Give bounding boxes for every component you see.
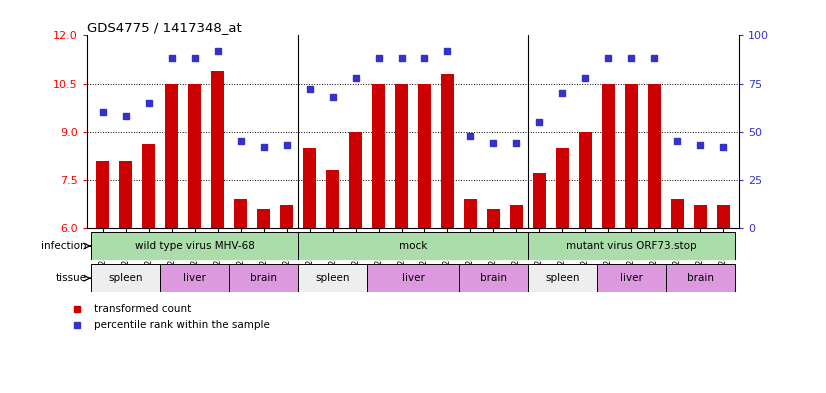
Bar [298, 264, 367, 292]
Bar [298, 232, 528, 260]
Bar [142, 145, 155, 228]
Bar [418, 83, 431, 228]
Point [96, 109, 109, 116]
Bar [349, 132, 362, 228]
Text: liver: liver [620, 273, 643, 283]
Bar [625, 83, 638, 228]
Point [648, 55, 661, 62]
Bar [441, 74, 453, 228]
Point [303, 86, 316, 92]
Bar [235, 199, 247, 228]
Bar [211, 71, 224, 228]
Point [601, 55, 615, 62]
Text: wild type virus MHV-68: wild type virus MHV-68 [135, 241, 254, 251]
Bar [160, 264, 229, 292]
Text: GDS4775 / 1417348_at: GDS4775 / 1417348_at [87, 21, 241, 34]
Bar [92, 264, 160, 292]
Text: mutant virus ORF73.stop: mutant virus ORF73.stop [566, 241, 696, 251]
Bar [666, 264, 734, 292]
Text: brain: brain [686, 273, 714, 283]
Point [349, 75, 362, 81]
Point [533, 119, 546, 125]
Bar [258, 209, 270, 228]
Bar [717, 206, 729, 228]
Bar [367, 264, 459, 292]
Bar [229, 264, 298, 292]
Text: spleen: spleen [108, 273, 143, 283]
Bar [510, 206, 523, 228]
Text: spleen: spleen [316, 273, 350, 283]
Text: brain: brain [250, 273, 278, 283]
Point [694, 142, 707, 148]
Point [579, 75, 592, 81]
Bar [694, 206, 706, 228]
Point [671, 138, 684, 144]
Bar [528, 264, 597, 292]
Text: liver: liver [401, 273, 425, 283]
Bar [602, 83, 615, 228]
Point [487, 140, 500, 146]
Point [326, 94, 339, 100]
Bar [671, 199, 684, 228]
Text: transformed count: transformed count [93, 304, 191, 314]
Text: percentile rank within the sample: percentile rank within the sample [93, 320, 269, 330]
Point [510, 140, 523, 146]
Bar [97, 160, 109, 228]
Text: brain: brain [480, 273, 507, 283]
Point [188, 55, 202, 62]
Text: mock: mock [399, 241, 427, 251]
Text: infection: infection [41, 241, 87, 251]
Bar [92, 232, 298, 260]
Bar [464, 199, 477, 228]
Point [372, 55, 385, 62]
Bar [528, 232, 734, 260]
Bar [556, 148, 568, 228]
Point [441, 48, 454, 54]
Bar [120, 160, 132, 228]
Point [717, 144, 730, 150]
Text: tissue: tissue [56, 273, 87, 283]
Text: liver: liver [183, 273, 206, 283]
Bar [459, 264, 528, 292]
Bar [373, 83, 385, 228]
Bar [597, 264, 666, 292]
Point [211, 48, 225, 54]
Bar [395, 83, 408, 228]
Point [624, 55, 638, 62]
Bar [280, 206, 293, 228]
Point [142, 99, 155, 106]
Point [257, 144, 270, 150]
Bar [648, 83, 661, 228]
Point [119, 113, 132, 119]
Bar [165, 83, 178, 228]
Bar [487, 209, 500, 228]
Point [234, 138, 247, 144]
Point [556, 90, 569, 96]
Point [395, 55, 408, 62]
Bar [579, 132, 591, 228]
Text: spleen: spleen [545, 273, 580, 283]
Point [280, 142, 293, 148]
Point [418, 55, 431, 62]
Point [464, 132, 477, 139]
Bar [533, 173, 546, 228]
Bar [303, 148, 316, 228]
Bar [188, 83, 201, 228]
Point [165, 55, 178, 62]
Bar [326, 170, 339, 228]
